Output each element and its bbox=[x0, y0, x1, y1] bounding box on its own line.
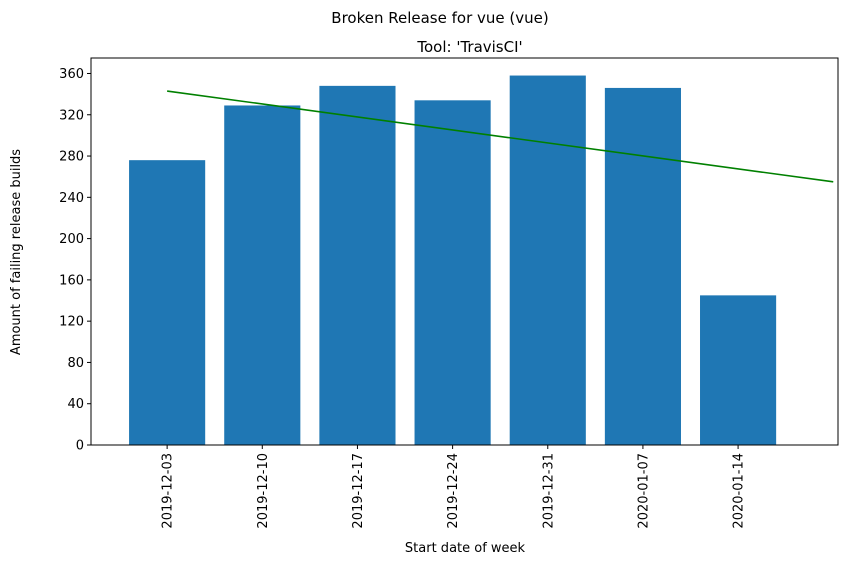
y-tick-label: 200 bbox=[59, 232, 84, 247]
x-tick-label: 2019-12-24 bbox=[446, 453, 461, 529]
y-tick-label: 320 bbox=[59, 108, 84, 123]
x-tick-label: 2020-01-07 bbox=[636, 453, 651, 529]
y-tick-label: 160 bbox=[59, 273, 84, 288]
x-tick-label: 2019-12-03 bbox=[161, 453, 176, 529]
y-tick-label: 80 bbox=[67, 356, 84, 371]
y-axis: 0 40 80 120 160 200 240 280 320 360 bbox=[59, 67, 91, 454]
y-tick-label: 360 bbox=[59, 67, 84, 82]
y-tick-label: 240 bbox=[59, 191, 84, 206]
y-tick-label: 0 bbox=[76, 439, 84, 454]
bar-2020-01-07 bbox=[604, 87, 681, 445]
chart-title: Tool: 'TravisCI' bbox=[416, 38, 522, 56]
bar-2019-12-10 bbox=[224, 105, 301, 446]
bar-group bbox=[129, 75, 777, 446]
bar-2019-12-17 bbox=[319, 85, 396, 445]
trend-line bbox=[167, 90, 834, 183]
bar-2019-12-03 bbox=[129, 160, 206, 445]
x-axis-label: Start date of week bbox=[405, 541, 526, 556]
bar-2020-01-14 bbox=[700, 295, 777, 445]
y-tick-label: 120 bbox=[59, 315, 84, 330]
x-axis: 2019-12-03 2019-12-10 2019-12-17 2019-12-24… bbox=[161, 445, 747, 529]
y-axis-label: Amount of failing release builds bbox=[9, 149, 24, 355]
plot-frame bbox=[90, 57, 839, 446]
bar-2019-12-24 bbox=[414, 100, 491, 445]
x-tick-label: 2019-12-31 bbox=[541, 453, 556, 529]
y-tick-label: 280 bbox=[59, 150, 84, 165]
y-tick-label: 40 bbox=[67, 397, 84, 412]
x-tick-label: 2019-12-17 bbox=[351, 453, 366, 529]
chart-suptitle: Broken Release for vue (vue) bbox=[331, 9, 548, 27]
bar-2019-12-31 bbox=[509, 75, 586, 445]
x-tick-label: 2020-01-14 bbox=[732, 453, 747, 529]
x-tick-label: 2019-12-10 bbox=[256, 453, 271, 529]
trend-line-group bbox=[167, 90, 834, 183]
